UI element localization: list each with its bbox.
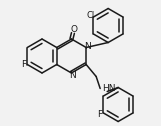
Text: N: N [70, 71, 76, 80]
Text: O: O [71, 25, 78, 35]
Text: HN: HN [102, 84, 116, 93]
Text: N: N [84, 42, 90, 51]
Text: F: F [97, 109, 102, 118]
Text: F: F [21, 60, 26, 69]
Text: Cl: Cl [86, 10, 95, 20]
